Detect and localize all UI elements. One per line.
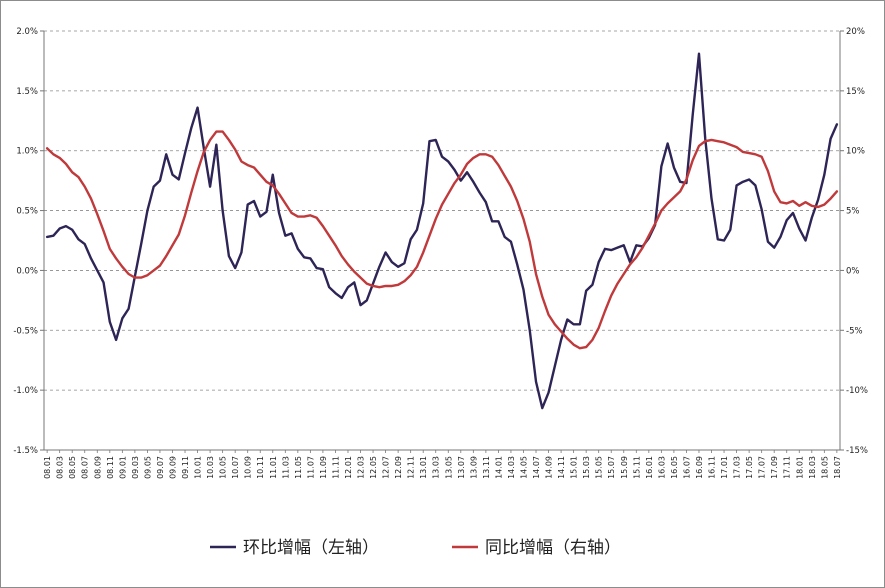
right-axis-ticks: -15% -10% -5% 0% 5% 10% 15% 20% [846,27,868,456]
x-tick-label: 16.01 [645,456,654,479]
right-tick-label: 15% [846,87,865,97]
left-tick-label: -0.5% [13,326,38,336]
x-tick-label: 18.07 [833,456,842,479]
x-tick-label: 11.05 [294,456,303,479]
x-tick-label: 12.03 [357,456,366,479]
x-axis-ticks: 08.01 08.03 08.05 08.07 08.09 08.11 09.01 09.03… [43,456,842,479]
x-tick-label: 12.05 [369,456,378,479]
x-tick-label: 10.11 [256,456,265,479]
x-tick-label: 13.09 [469,456,478,479]
x-tick-label: 17.03 [733,456,742,479]
axes [40,30,844,453]
x-tick-label: 17.09 [770,456,779,479]
right-tick-label: -15% [846,446,868,456]
x-tick-label: 14.05 [519,456,528,479]
x-tick-label: 09.03 [131,456,140,479]
right-tick-label: 5% [846,207,860,217]
series-lines [45,52,839,410]
x-tick-label: 13.03 [432,456,441,479]
legend: 环比增幅（左轴） 同比增幅（右轴） [210,538,621,558]
x-tick-label: 16.11 [708,456,717,479]
x-tick-label: 09.01 [118,456,127,479]
x-tick-label: 11.03 [281,456,290,479]
x-tick-label: 15.09 [620,456,629,479]
x-tick-label: 17.11 [783,456,792,479]
x-tick-label: 09.09 [168,456,177,479]
x-tick-label: 16.05 [670,456,679,479]
x-tick-label: 13.01 [419,456,428,479]
x-tick-label: 14.03 [507,456,516,479]
left-tick-label: 1.0% [16,147,38,157]
x-tick-label: 16.07 [682,456,691,479]
x-tick-label: 14.07 [532,456,541,479]
x-tick-label: 17.05 [745,456,754,479]
legend-label-2: 同比增幅（右轴） [485,538,621,558]
x-tick-label: 09.11 [181,456,190,479]
left-tick-label: 0.5% [16,207,38,217]
x-tick-label: 18.03 [808,456,817,479]
x-tick-label: 08.07 [81,456,90,479]
x-tick-label: 15.05 [595,456,604,479]
x-tick-label: 15.03 [582,456,591,479]
x-tick-label: 08.11 [106,456,115,479]
x-tick-label: 18.01 [795,456,804,479]
x-tick-label: 08.09 [93,456,102,479]
x-tick-label: 14.11 [557,456,566,479]
x-tick-label: 10.07 [231,456,240,479]
x-tick-label: 16.03 [657,456,666,479]
x-tick-label: 11.09 [319,456,328,479]
series-line-2 [45,130,839,350]
left-tick-label: -1.5% [13,446,38,456]
x-tick-label: 15.01 [570,456,579,479]
x-tick-label: 13.07 [457,456,466,479]
left-tick-label: -1.0% [13,386,38,396]
x-tick-label: 17.01 [720,456,729,479]
x-tick-label: 08.05 [68,456,77,479]
x-tick-label: 12.01 [344,456,353,479]
x-tick-label: 15.07 [607,456,616,479]
x-tick-label: 11.11 [331,456,340,479]
left-tick-label: 2.0% [16,27,38,37]
right-tick-label: -10% [846,386,868,396]
x-tick-label: 11.07 [306,456,315,479]
x-tick-label: 08.03 [56,456,65,479]
x-tick-label: 16.09 [695,456,704,479]
left-tick-label: 1.5% [16,87,38,97]
x-tick-label: 14.09 [545,456,554,479]
x-tick-label: 12.09 [394,456,403,479]
x-tick-label: 14.01 [494,456,503,479]
left-tick-label: 0.0% [16,266,38,276]
x-tick-label: 11.01 [269,456,278,479]
x-tick-label: 09.07 [156,456,165,479]
series-line-1 [45,52,839,410]
x-tick-label: 09.05 [143,456,152,479]
x-tick-label: 10.03 [206,456,215,479]
x-tick-label: 12.11 [407,456,416,479]
right-tick-label: 10% [846,147,865,157]
x-tick-label: 15.11 [632,456,641,479]
gridlines [44,30,840,391]
left-axis-ticks: -1.5% -1.0% -0.5% 0.0% 0.5% 1.0% 1.5% 2.0% [13,27,38,456]
right-tick-label: 0% [846,266,860,276]
x-tick-label: 17.07 [758,456,767,479]
x-tick-label: 10.09 [244,456,253,479]
x-tick-label: 12.07 [382,456,391,479]
x-tick-label: 13.05 [444,456,453,479]
right-tick-label: 20% [846,27,865,37]
x-tick-label: 10.01 [194,456,203,479]
x-tick-label: 18.05 [820,456,829,479]
right-tick-label: -5% [846,326,863,336]
x-tick-label: 10.05 [219,456,228,479]
legend-label-1: 环比增幅（左轴） [243,538,379,558]
x-tick-label: 13.11 [482,456,491,479]
x-tick-label: 08.01 [43,456,52,479]
